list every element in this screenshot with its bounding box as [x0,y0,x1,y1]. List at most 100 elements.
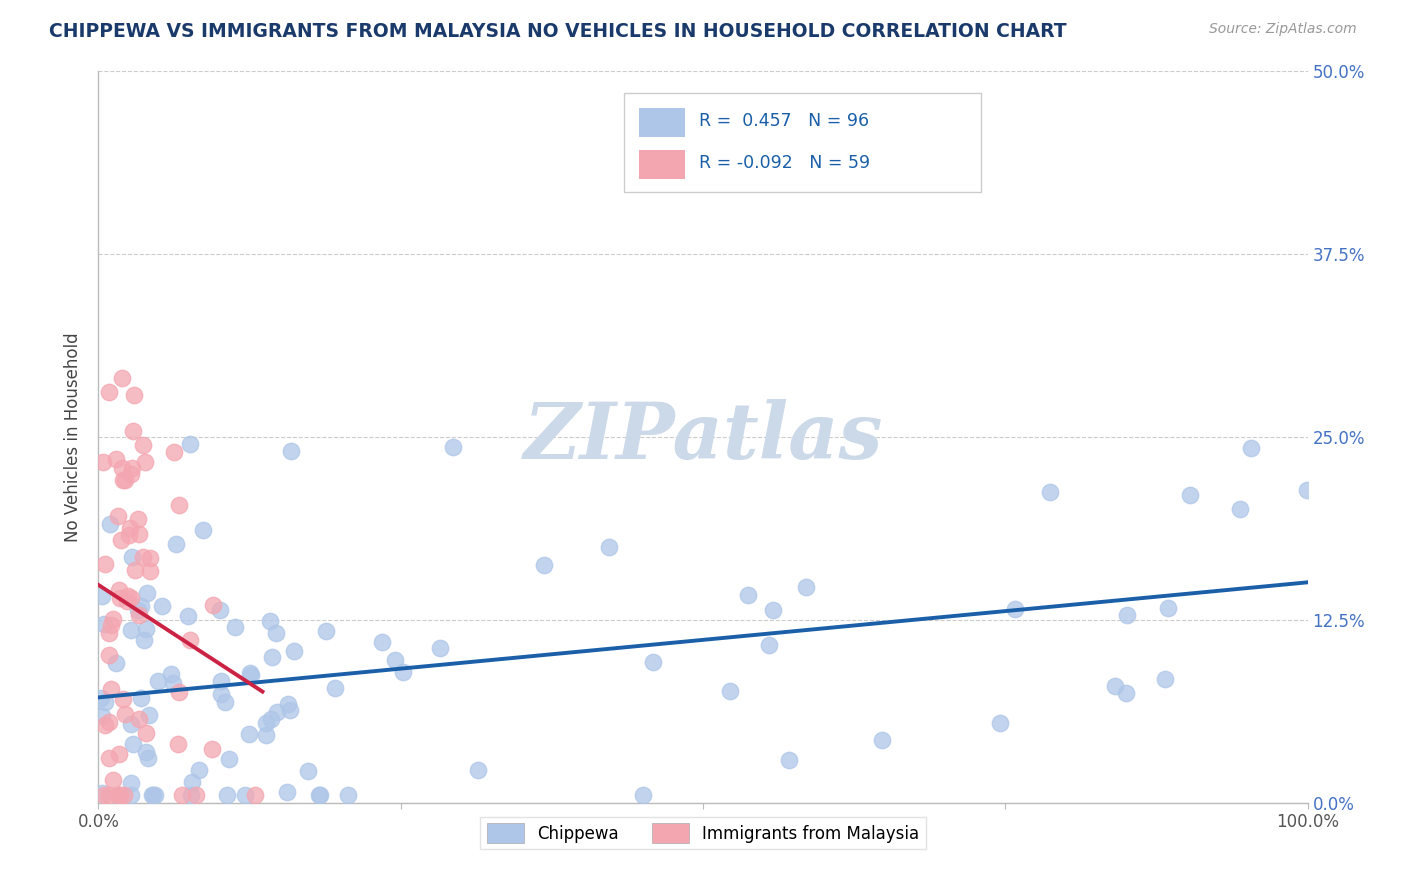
Point [142,789,165,803]
Point [533,558,555,572]
Point [240,667,263,681]
Point [163,444,186,458]
Point [107,789,129,803]
Text: Source: ZipAtlas.com: Source: ZipAtlas.com [1209,22,1357,37]
Point [98,714,121,729]
Point [193,523,215,537]
Point [720,683,742,698]
Point [1240,441,1263,455]
Point [1104,679,1126,693]
Point [136,750,159,764]
Point [276,784,298,798]
Point [259,615,281,629]
Point [132,549,155,564]
Point [167,498,190,512]
Point [179,633,201,648]
Point [105,452,128,467]
Point [93,617,115,632]
Point [139,564,162,578]
Point [120,623,142,637]
Point [243,789,266,803]
Point [1154,672,1177,686]
Point [177,609,200,624]
Point [121,737,143,751]
Point [93,557,115,571]
Point [91,786,114,800]
Point [139,551,162,566]
Point [112,789,135,803]
Point [112,692,135,706]
Point [122,425,145,439]
Point [111,371,134,385]
Point [127,511,149,525]
Point [1157,600,1180,615]
Point [201,599,224,613]
Point [384,653,406,667]
Point [280,444,302,458]
FancyBboxPatch shape [624,94,981,192]
Point [143,789,166,803]
Point [233,789,256,803]
Point [121,461,143,475]
Point [135,623,157,637]
Point [337,789,360,803]
Point [120,776,142,790]
Text: CHIPPEWA VS IMMIGRANTS FROM MALAYSIA NO VEHICLES IN HOUSEHOLD CORRELATION CHART: CHIPPEWA VS IMMIGRANTS FROM MALAYSIA NO … [49,22,1067,41]
Point [138,707,160,722]
Point [124,563,146,577]
Point [148,673,170,688]
Point [209,687,232,701]
Point [150,599,173,613]
Point [737,588,759,602]
Point [315,624,337,639]
Point [218,752,240,766]
Point [172,789,194,803]
Y-axis label: No Vehicles in Household: No Vehicles in Household [65,332,83,542]
Point [135,726,157,740]
Point [181,775,204,789]
Point [179,437,201,451]
Point [120,521,142,535]
Point [120,789,142,803]
Point [129,690,152,705]
Point [309,789,332,803]
Point [224,620,246,634]
Point [91,455,114,469]
Point [108,582,131,597]
Point [323,681,346,695]
Point [110,533,132,547]
Point [98,517,121,532]
Point [239,666,262,681]
Point [127,603,149,617]
Point [120,467,142,482]
Point [110,591,132,606]
Point [121,549,143,564]
Point [98,751,121,765]
Point [132,633,155,648]
Point [761,603,783,617]
Point [872,733,894,747]
Point [277,697,299,711]
Point [91,589,114,603]
Point [91,708,114,723]
Point [260,649,283,664]
Point [165,537,187,551]
Point [214,695,236,709]
Point [1115,686,1137,700]
Point [122,388,145,402]
Point [1295,483,1317,497]
Point [283,644,305,658]
Point [371,635,394,649]
Point [103,772,125,787]
Point [104,656,127,670]
Point [100,682,122,697]
Point [186,789,208,803]
Point [1004,602,1026,616]
Text: R =  0.457   N = 96: R = 0.457 N = 96 [699,112,869,130]
Point [201,741,224,756]
Point [97,648,120,663]
Point [778,753,800,767]
Point [93,789,115,803]
Point [758,639,780,653]
Point [129,599,152,613]
